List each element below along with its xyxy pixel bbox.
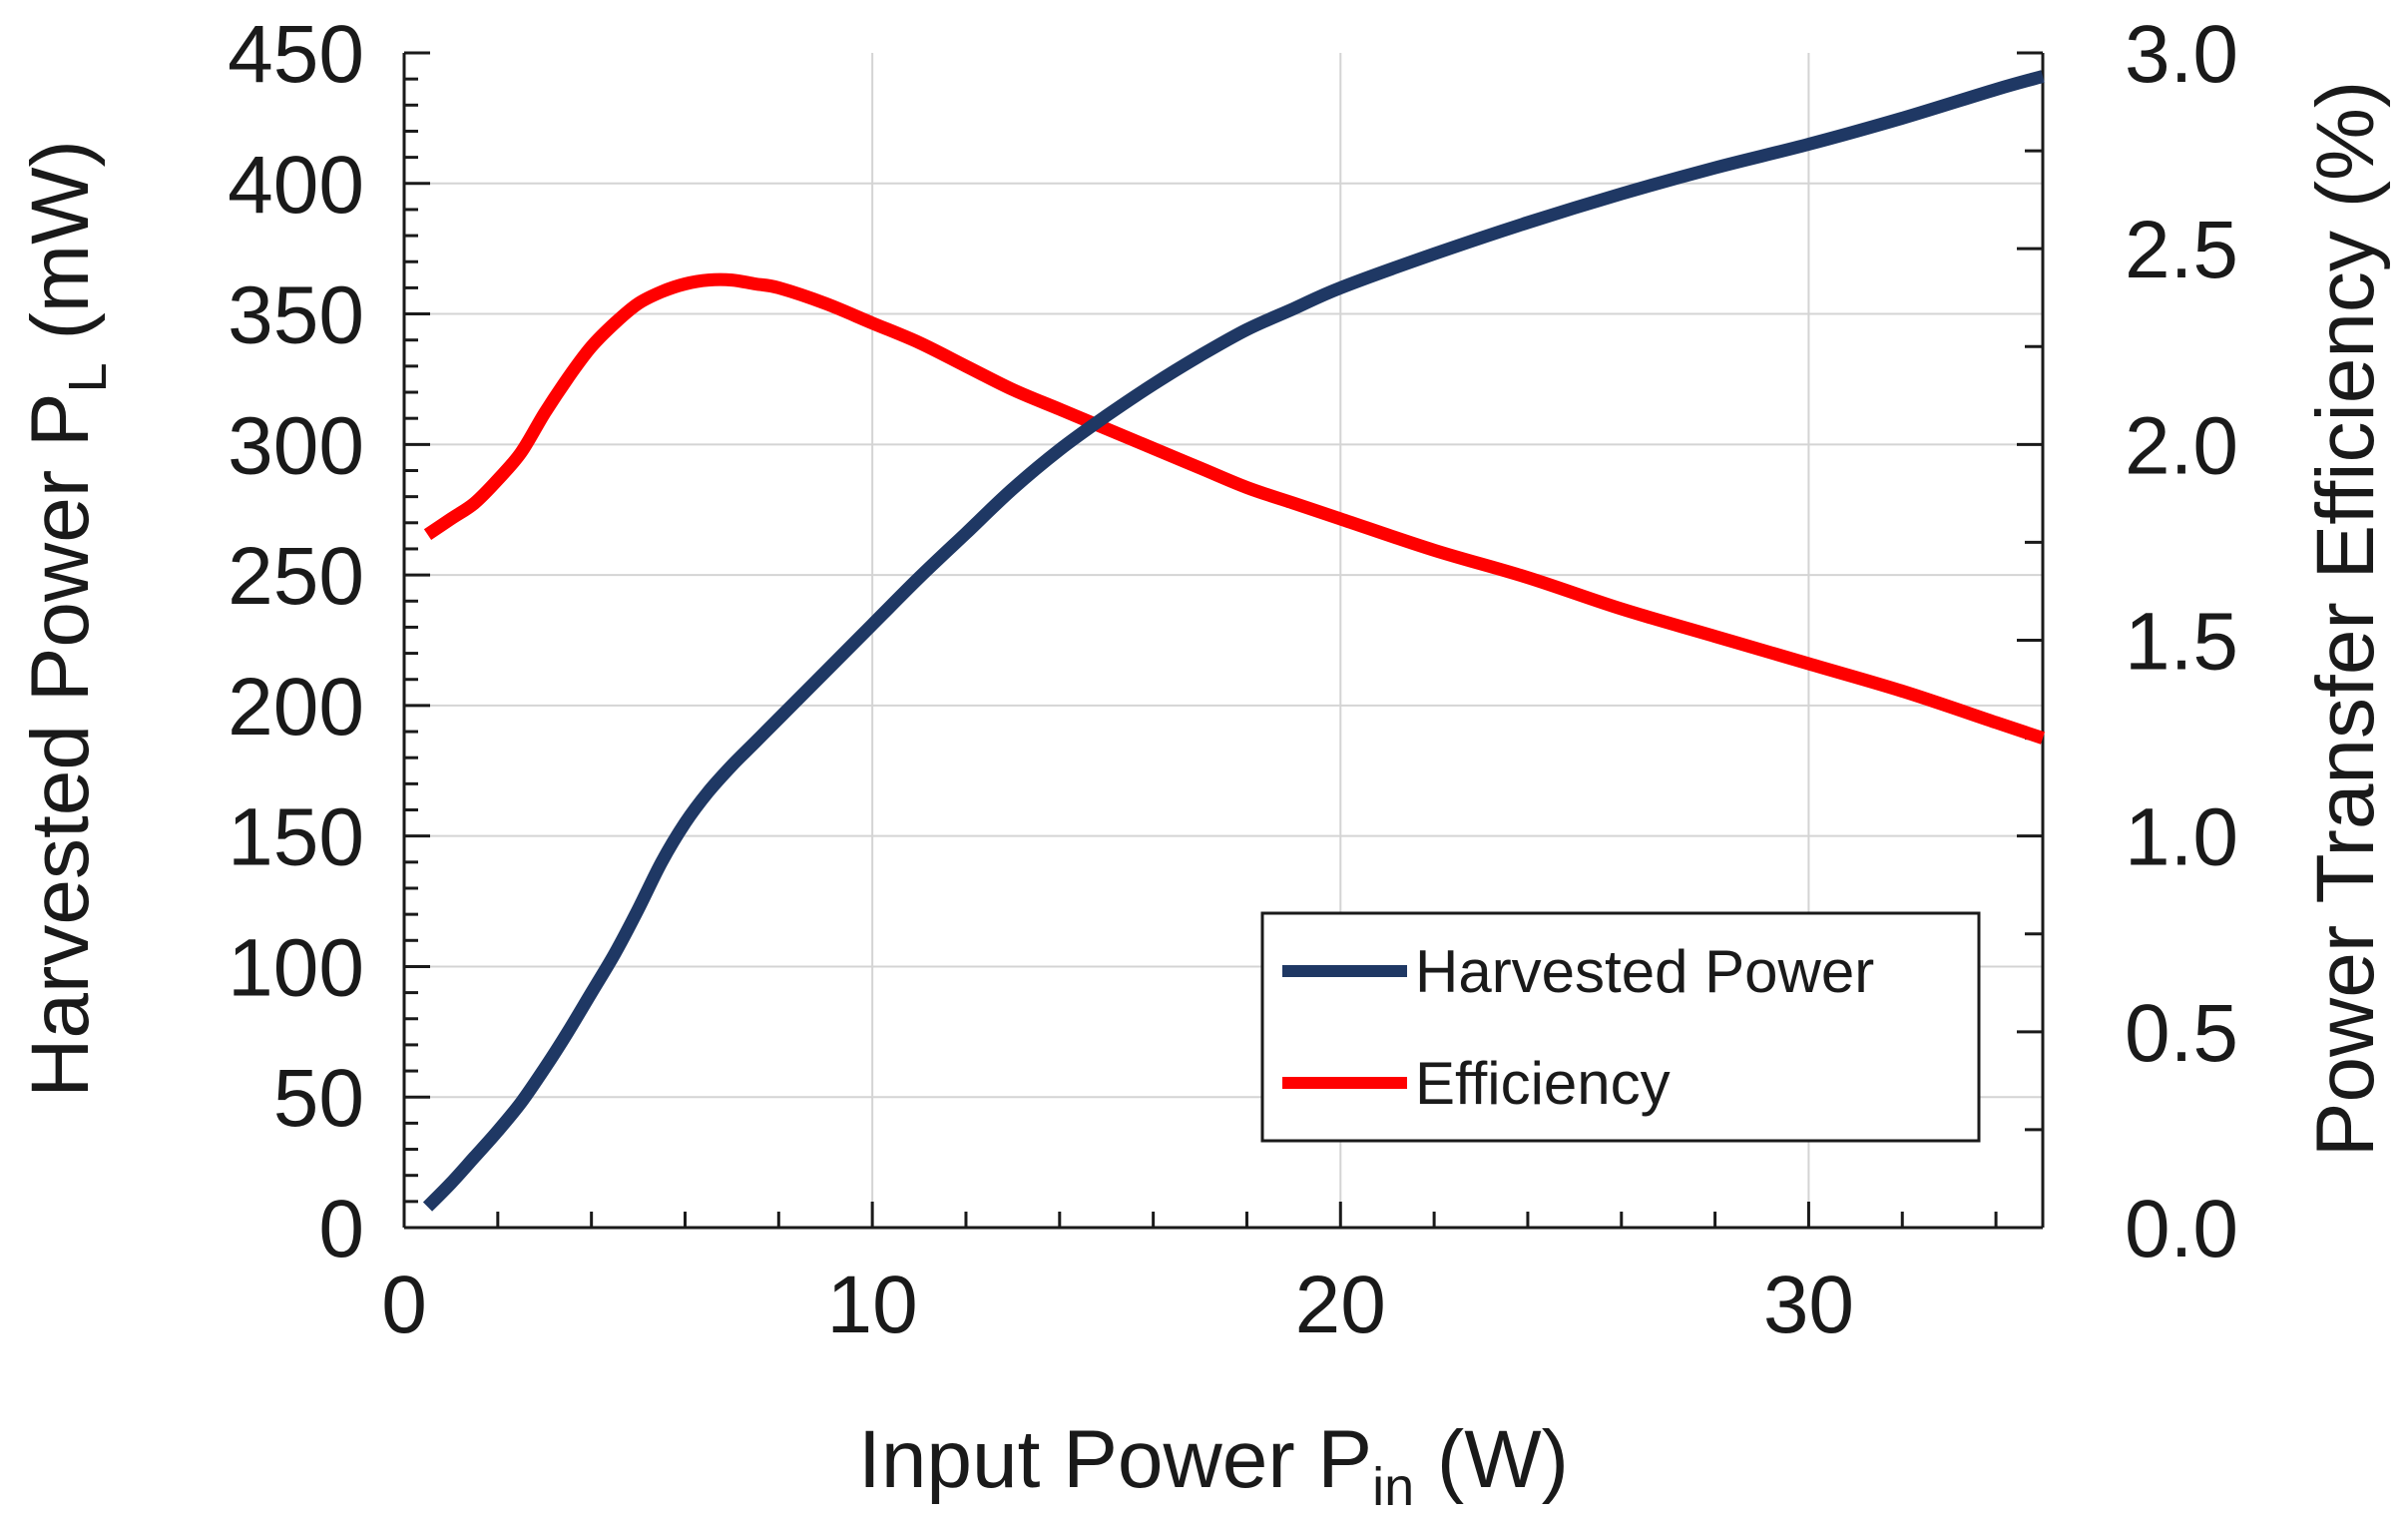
right-y-tick-label: 3.0 — [2125, 9, 2238, 100]
legend-label-efficiency: Efficiency — [1415, 1050, 1671, 1117]
tick-labels: 0 10 20 300501001502002503003504004500.00.5… — [228, 9, 2238, 1350]
left-y-tick-label: 300 — [228, 400, 364, 491]
axes — [402, 51, 2045, 1230]
left-y-tick-label: 100 — [228, 922, 364, 1013]
series-line-harvested-power — [422, 70, 2045, 1212]
right-y-tick-label: 0.5 — [2125, 988, 2238, 1079]
x-tick-label: 20 — [1295, 1260, 1386, 1350]
x-tick-label: 10 — [827, 1260, 918, 1350]
left-y-tick-label: 400 — [228, 140, 364, 231]
left-y-tick-label: 200 — [228, 662, 364, 753]
legend: Harvested Power Efficiency — [1260, 911, 1981, 1143]
series-line-efficiency — [423, 272, 2046, 745]
series — [422, 70, 2046, 1212]
left-y-tick-label: 350 — [228, 270, 364, 361]
right-y-tick-label: 1.5 — [2125, 597, 2238, 688]
left-y-tick-label: 50 — [273, 1053, 364, 1144]
left-y-tick-label: 250 — [228, 531, 364, 622]
right-y-axis-title: Power Transfer Efficiency (%) — [2300, 81, 2391, 1158]
right-y-tick-label: 1.0 — [2125, 792, 2238, 883]
right-y-tick-label: 2.0 — [2125, 400, 2238, 491]
legend-label-harvested-power: Harvested Power — [1415, 938, 1874, 1005]
right-y-tick-label: 0.0 — [2125, 1184, 2238, 1274]
left-y-tick-label: 450 — [228, 9, 364, 100]
left-y-tick-label: 150 — [228, 792, 364, 883]
x-tick-label: 30 — [1763, 1260, 1854, 1350]
legend-box — [1260, 911, 1981, 1143]
left-y-tick-label: 0 — [318, 1184, 364, 1274]
x-axis-title: Input Power Pin (W) — [858, 1414, 1569, 1517]
left-y-axis-title: Harvested Power PL (mW) — [15, 140, 118, 1098]
x-tick-label: 0 — [381, 1260, 427, 1350]
right-y-tick-label: 2.5 — [2125, 205, 2238, 295]
